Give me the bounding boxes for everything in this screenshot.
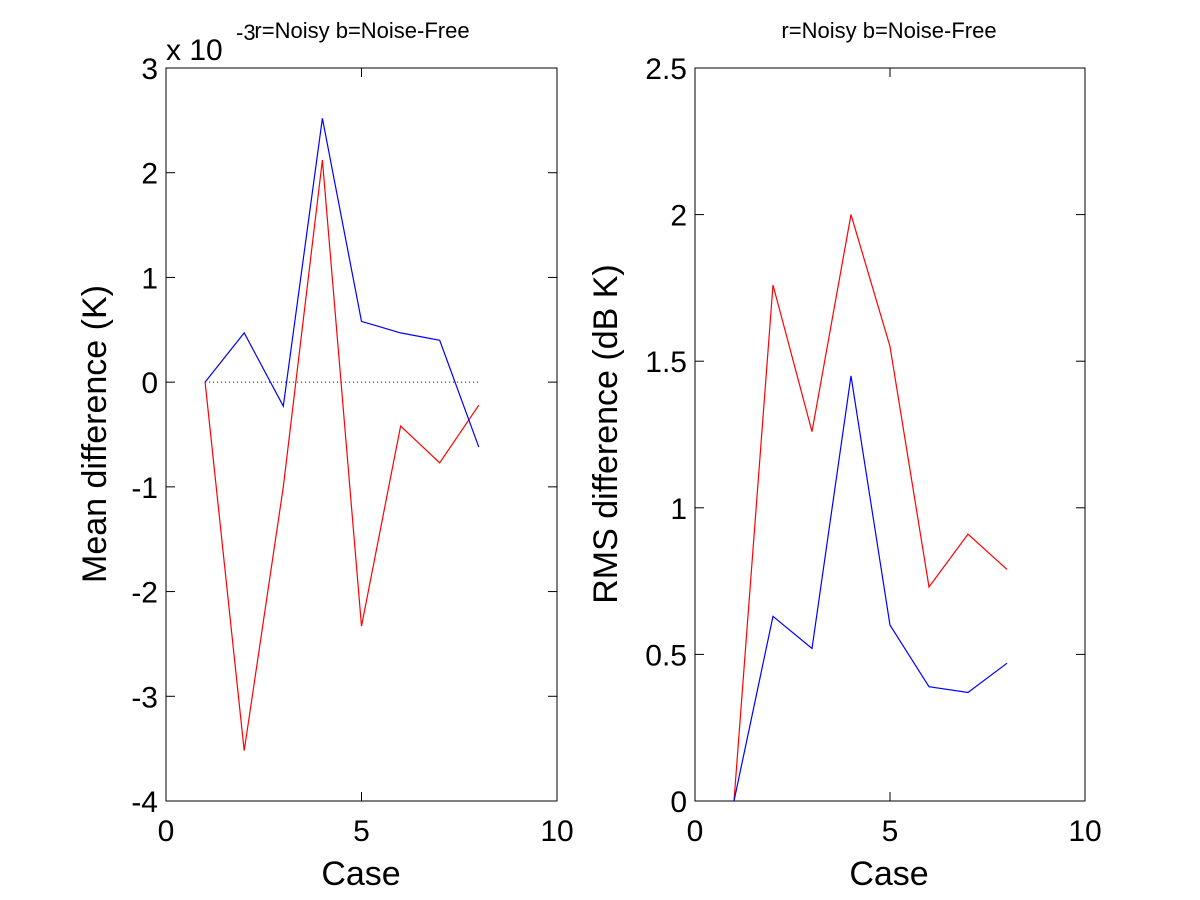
- right-tick-group: 0 5 10 0 0.5 1 1.5 2 2.5: [645, 53, 1101, 848]
- right-plot-area: [733, 214, 1008, 802]
- left-plot-area: [204, 118, 480, 751]
- left-y-tick-label: 1: [141, 262, 158, 295]
- right-x-tick-label: 5: [882, 815, 899, 848]
- left-x-tick-label: 0: [158, 815, 175, 848]
- left-axes-frame: [165, 67, 558, 802]
- right-y-tick-label: 2: [670, 200, 687, 233]
- left-series-line-blue: [204, 118, 480, 448]
- left-exponent-power: -3: [236, 20, 256, 45]
- right-panel: 0 5 10 0 0.5 1 1.5 2 2.5 r=Noisy b=Noise-Free Ca…: [587, 18, 1102, 893]
- right-chart-title: r=Noisy b=Noise-Free: [781, 18, 996, 43]
- right-y-tick-label: 1: [670, 493, 687, 526]
- left-y-axis-label: Mean difference (K): [76, 285, 114, 583]
- left-x-axis-label: Case: [321, 855, 400, 893]
- left-series-line-red: [204, 160, 480, 751]
- right-y-tick-label: 0.5: [645, 639, 687, 672]
- right-series-line-red: [733, 214, 1008, 802]
- left-y-tick-label: -1: [131, 472, 158, 505]
- left-x-tick-label: 10: [540, 815, 573, 848]
- right-y-tick-label: 0: [670, 786, 687, 819]
- right-x-tick-label: 0: [687, 815, 704, 848]
- right-x-axis-label: Case: [849, 855, 928, 893]
- left-y-tick-label: 0: [141, 367, 158, 400]
- left-y-tick-label: -4: [131, 786, 158, 819]
- left-y-tick-label: -2: [131, 577, 158, 610]
- left-panel: 0 5 10 -4 -3 -2 -1 0 1 2 3 r=Noisy b=Noise-Free Ca…: [76, 18, 574, 893]
- right-y-axis-label: RMS difference (dB K): [587, 264, 625, 604]
- left-chart-title: r=Noisy b=Noise-Free: [254, 18, 469, 43]
- left-tick-group: 0 5 10 -4 -3 -2 -1 0 1 2 3: [131, 53, 573, 848]
- left-y-tick-label: 2: [141, 158, 158, 191]
- left-y-tick-label: -3: [131, 681, 158, 714]
- right-x-tick-label: 10: [1068, 815, 1101, 848]
- left-x-tick-label: 5: [353, 815, 370, 848]
- left-exponent-multiplier: x 10: [166, 34, 223, 67]
- right-y-tick-label: 2.5: [645, 53, 687, 86]
- right-series-line-blue: [733, 375, 1008, 802]
- right-y-tick-label: 1.5: [645, 346, 687, 379]
- left-y-tick-label: 3: [141, 53, 158, 86]
- right-axes-frame: [694, 67, 1086, 802]
